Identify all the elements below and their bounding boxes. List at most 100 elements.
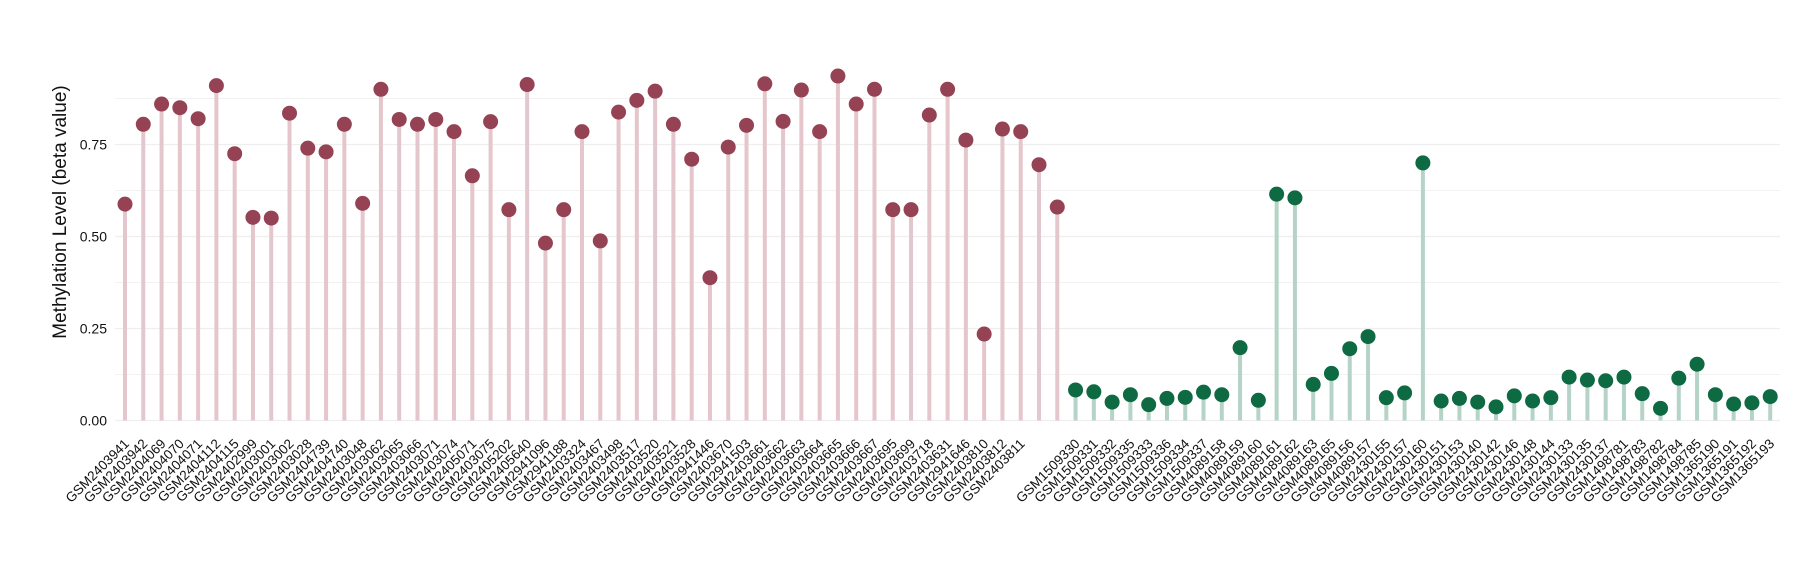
data-point [757,76,773,92]
data-point [1598,373,1614,389]
data-point [739,117,755,133]
data-point [117,196,133,212]
data-point [446,124,462,140]
data-point [1378,390,1394,406]
data-point [1671,370,1687,386]
data-point [190,111,206,127]
stem-layer [123,76,1773,421]
data-point [172,100,188,116]
data-point [1305,376,1321,392]
data-point [1232,340,1248,356]
data-point [574,124,590,140]
data-point [1086,384,1102,400]
data-point [1689,356,1705,372]
data-point [592,233,608,249]
data-point [1342,341,1358,357]
y-axis-ticks: 0.00 0.25 0.50 0.75 [80,137,107,429]
data-point [1287,190,1303,206]
data-point [1323,365,1339,381]
y-tick-label: 0.25 [80,321,107,337]
data-point [355,195,371,211]
data-point [958,132,974,148]
data-point [629,92,645,108]
data-point [1525,393,1541,409]
data-point [812,124,828,140]
data-point [1579,372,1595,388]
data-point [775,113,791,129]
data-point [519,77,535,93]
y-tick-label: 0.00 [80,413,107,429]
data-point [940,81,956,97]
data-point [1451,390,1467,406]
data-point [1177,389,1193,405]
x-axis-ticks: GSM2403941GSM2403942GSM2404069GSM2404070… [63,436,1778,506]
data-point [227,146,243,162]
data-point [665,116,681,132]
data-point [1104,394,1120,410]
data-point [921,107,937,123]
data-point [1196,384,1212,400]
data-point [336,116,352,132]
data-point [1707,387,1723,403]
data-point [848,96,864,112]
data-point [866,81,882,97]
data-point [1653,400,1669,416]
data-point [318,144,334,160]
data-point [483,114,499,130]
data-point [1141,397,1157,413]
data-point [1488,399,1504,415]
data-point [1726,396,1742,412]
data-point [1068,382,1084,398]
data-point [1470,394,1486,410]
data-point [1397,385,1413,401]
data-point [611,104,627,120]
data-point [1762,389,1778,405]
data-point [208,78,224,94]
y-tick-label: 0.50 [80,229,107,245]
data-point [154,96,170,112]
data-point [245,209,261,225]
data-point [409,116,425,132]
data-point [1616,369,1632,385]
data-point [1250,392,1266,408]
data-point [135,116,151,132]
data-point [1744,395,1760,411]
point-layer [117,68,1778,416]
data-point [1049,199,1065,215]
data-point [885,202,901,218]
data-point [1214,387,1230,403]
data-point [1506,388,1522,404]
data-point [793,82,809,98]
data-point [1031,157,1047,173]
data-point [976,326,992,342]
y-tick-label: 0.75 [80,137,107,153]
data-point [1561,369,1577,385]
data-point [1543,390,1559,406]
data-point [702,270,718,286]
data-point [282,105,298,121]
data-point [501,202,517,218]
data-point [373,81,389,97]
data-point [1122,387,1138,403]
data-point [903,202,919,218]
data-point [1013,124,1029,140]
data-point [720,139,736,155]
data-point [263,210,279,226]
data-point [464,168,480,184]
data-point [1159,390,1175,406]
y-axis-label: Methylation Level (beta value) [50,85,71,338]
data-point [1634,386,1650,402]
data-point [647,83,663,99]
data-point [1360,329,1376,345]
data-point [1415,155,1431,171]
data-point [428,111,444,127]
data-point [300,140,316,156]
data-point [537,235,553,251]
data-point [830,68,846,84]
data-point [556,202,572,218]
data-point [1433,393,1449,409]
data-point [684,151,700,167]
data-point [994,121,1010,137]
